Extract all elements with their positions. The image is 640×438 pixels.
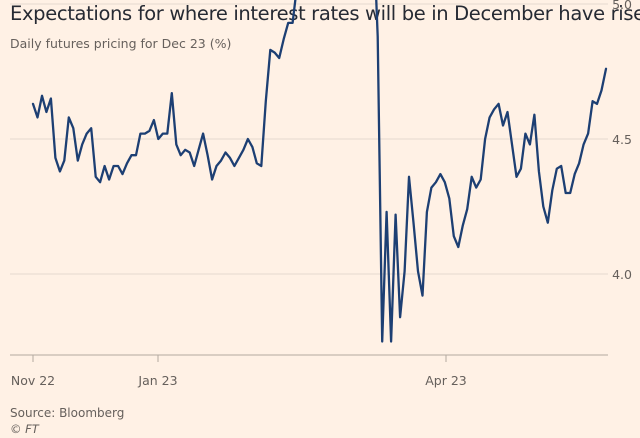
chart-subtitle: Daily futures pricing for Dec 23 (%) (10, 36, 232, 51)
chart-title: Expectations for where interest rates wi… (10, 2, 640, 25)
x-tick-label: Apr 23 (425, 373, 467, 388)
y-tick-label: 4.0 (612, 267, 632, 282)
series-line (31, 0, 608, 343)
x-tick-label: Jan 23 (137, 373, 177, 388)
ft-credit: © FT (10, 422, 39, 436)
x-tick-label: Nov 22 (11, 373, 55, 388)
y-tick-label: 5.0 (612, 0, 632, 12)
source-note: Source: Bloomberg (10, 406, 125, 420)
y-tick-label: 4.5 (612, 132, 632, 147)
